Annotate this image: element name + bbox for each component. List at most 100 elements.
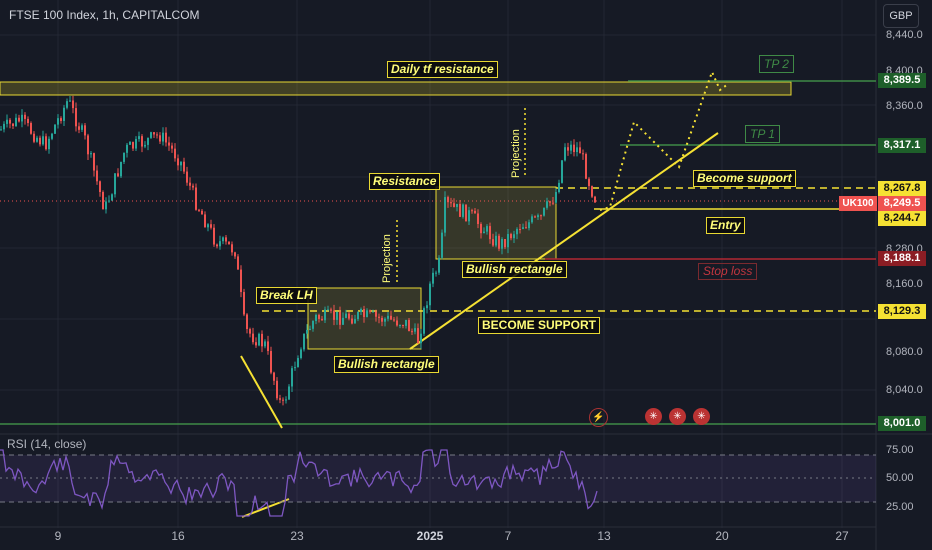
chart-title[interactable]: FTSE 100 Index, 1h, CAPITALCOM [9, 8, 200, 22]
candle-body [60, 118, 62, 121]
candle-body [468, 210, 470, 222]
price-tick: 8,160.0 [886, 278, 923, 290]
candle-body [87, 135, 89, 155]
candle-body [492, 239, 494, 246]
daily-resistance-label[interactable]: Daily tf resistance [387, 61, 498, 78]
candle-body [552, 202, 554, 204]
become-support-caps-label[interactable]: BECOME SUPPORT [478, 317, 601, 334]
candle-body [531, 216, 533, 223]
candle-body [522, 227, 524, 230]
break-lh-label[interactable]: Break LH [256, 287, 317, 304]
bullish-rectangle-2[interactable] [435, 186, 557, 260]
candle-body [12, 123, 14, 127]
candle-body [228, 241, 230, 245]
daily-resistance-zone[interactable] [0, 81, 792, 96]
candle-body [570, 144, 572, 151]
become-support-label[interactable]: Become support [693, 170, 796, 187]
lightning-icon[interactable]: ⚡ [589, 408, 608, 427]
candle-body [348, 313, 350, 319]
stop-loss-label[interactable]: Stop loss [698, 263, 758, 280]
time-tick: 16 [171, 529, 185, 543]
candle-body [192, 185, 194, 188]
candle-body [363, 309, 365, 318]
tp1-price-tag: 8,317.1 [878, 138, 926, 153]
low-price-tag: 8,001.0 [878, 416, 926, 431]
candle-body [333, 310, 335, 320]
candle-body [204, 214, 206, 228]
bullish-rectangle-label-2[interactable]: Bullish rectangle [462, 261, 567, 278]
tp1-label[interactable]: TP 1 [745, 125, 780, 143]
rising-trendline[interactable] [409, 132, 719, 350]
candle-body [486, 226, 488, 232]
candle-body [411, 331, 413, 333]
flag-event-icon[interactable]: ✳ [693, 408, 710, 425]
flag-event-icon[interactable]: ✳ [669, 408, 686, 425]
candle-body [489, 226, 491, 240]
candle-body [396, 320, 398, 326]
tp2-label[interactable]: TP 2 [759, 55, 794, 73]
candle-body [252, 333, 254, 343]
capitulation-line[interactable] [240, 355, 283, 429]
candle-body [387, 315, 389, 319]
grid-lines [0, 0, 876, 528]
candle-body [57, 118, 59, 125]
candle-body [174, 148, 176, 159]
candle-body [336, 311, 338, 320]
candle-body [45, 136, 47, 150]
candle-body [156, 134, 158, 136]
candle-body [36, 137, 38, 142]
candle-body [183, 161, 185, 172]
bullish-rectangle-label-1[interactable]: Bullish rectangle [334, 356, 439, 373]
candle-body [420, 333, 422, 344]
rsi-tick: 50.00 [886, 472, 914, 484]
candle-body [240, 269, 242, 293]
candle-body [72, 100, 74, 109]
rsi-title[interactable]: RSI (14, close) [7, 437, 87, 451]
candle-body [48, 138, 50, 150]
candle-body [126, 144, 128, 153]
time-tick: 20 [715, 529, 729, 543]
candle-body [93, 153, 95, 171]
resistance-price-tag: 8,267.8 [878, 181, 926, 196]
candle-body [525, 227, 527, 229]
candle-body [24, 114, 26, 119]
candle-body [465, 204, 467, 222]
candle-body [378, 316, 380, 318]
candle-body [360, 309, 362, 313]
candle-body [501, 238, 503, 249]
candle-body [327, 309, 329, 311]
candle-body [30, 123, 32, 134]
candle-body [576, 147, 578, 153]
candle-body [534, 216, 536, 218]
candle-body [342, 317, 344, 325]
candle-body [495, 235, 497, 246]
tp2-price-tag: 8,389.5 [878, 73, 926, 88]
candle-body [180, 161, 182, 166]
candle-body [114, 173, 116, 195]
candle-body [429, 283, 431, 306]
candle-body [543, 207, 545, 216]
candle-body [261, 333, 263, 347]
candle-body [435, 272, 437, 274]
stop-price-tag: 8,188.1 [878, 251, 926, 266]
price-tick: 8,360.0 [886, 100, 923, 112]
entry-label[interactable]: Entry [706, 217, 745, 234]
resistance-label[interactable]: Resistance [369, 173, 441, 190]
candle-body [102, 192, 104, 210]
candle-body [555, 192, 557, 203]
flag-event-icon[interactable]: ✳ [645, 408, 662, 425]
candle-body [402, 324, 404, 326]
candle-body [69, 100, 71, 102]
candle-body [507, 234, 509, 248]
candle-body [159, 135, 161, 142]
candle-body [51, 133, 53, 139]
candle-body [558, 182, 560, 193]
candle-body [579, 147, 581, 154]
price-tick: 8,440.0 [886, 29, 923, 41]
currency-button[interactable]: GBP [883, 4, 919, 28]
candle-body [540, 215, 542, 217]
candle-body [138, 136, 140, 140]
candle-body [243, 292, 245, 315]
candle-body [561, 160, 563, 183]
